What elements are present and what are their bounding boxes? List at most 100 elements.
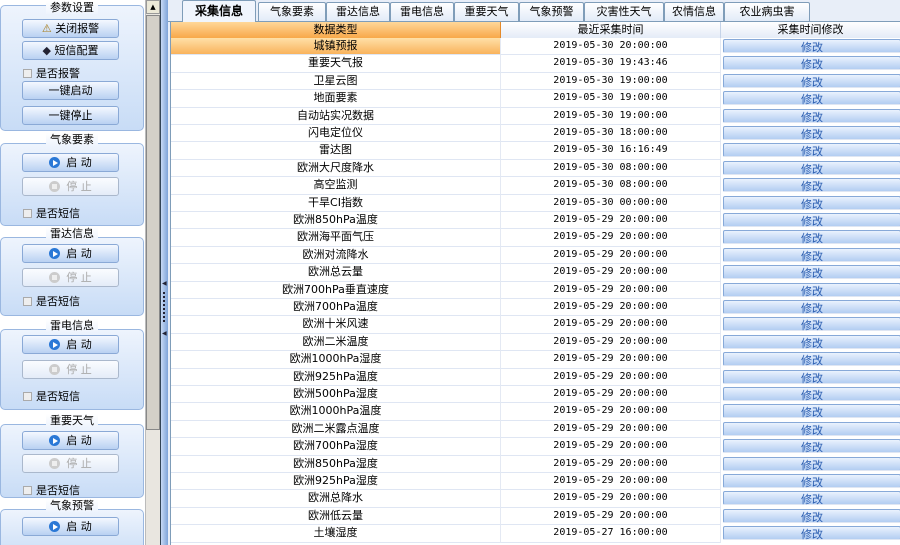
group-title: 气象要素 [0, 131, 144, 147]
modify-button[interactable]: 修改 [723, 421, 900, 437]
modify-button[interactable]: 修改 [723, 56, 900, 71]
modify-button[interactable]: 修改 [723, 195, 900, 211]
data-type-cell: 欧洲低云量 [171, 507, 501, 526]
collapse-arrow-icon[interactable]: ◀ [162, 280, 167, 287]
modify-button[interactable]: 修改 [723, 508, 900, 524]
table-row[interactable]: 高空监测 2019-05-30 08:00:00 修改 [171, 177, 900, 195]
collapse-arrow-icon[interactable]: ◀ [162, 330, 167, 337]
tab-1[interactable]: 气象要素 [258, 2, 326, 21]
table-row[interactable]: 欧洲1000hPa温度 2019-05-29 20:00:00 修改 [171, 403, 900, 421]
modify-button[interactable]: 修改 [723, 73, 900, 89]
stop-button[interactable]: 停 止 [22, 360, 119, 379]
start-button[interactable]: 启 动 [22, 335, 119, 354]
table-row[interactable]: 雷达图 2019-05-30 16:16:49 修改 [171, 142, 900, 160]
table-row[interactable]: 欧洲1000hPa湿度 2019-05-29 20:00:00 修改 [171, 351, 900, 369]
stop-button[interactable]: 停 止 [22, 177, 119, 196]
table-row[interactable]: 欧洲500hPa湿度 2019-05-29 20:00:00 修改 [171, 386, 900, 404]
scrollbar-thumb[interactable] [146, 15, 160, 430]
table-row[interactable]: 欧洲对流降水 2019-05-29 20:00:00 修改 [171, 246, 900, 265]
modify-button[interactable]: 修改 [723, 160, 900, 176]
table-row[interactable]: 城镇预报 2019-05-30 20:00:00 修改 [171, 38, 900, 56]
modify-button[interactable]: 修改 [723, 91, 900, 106]
modify-button[interactable]: 修改 [723, 369, 900, 385]
sms-checkbox[interactable]: 是否短信 [23, 388, 80, 404]
modify-button[interactable]: 修改 [723, 126, 900, 141]
modify-button[interactable]: 修改 [723, 352, 900, 367]
table-row[interactable]: 欧洲二米露点温度 2019-05-29 20:00:00 修改 [171, 420, 900, 439]
last-time-cell: 2019-05-29 20:00:00 [501, 351, 721, 369]
tab-6[interactable]: 灾害性天气 [584, 2, 664, 21]
data-type-cell: 欧洲925hPa湿度 [171, 473, 501, 491]
modify-button[interactable]: 修改 [723, 282, 900, 298]
start-all-button[interactable]: 一键启动 [22, 81, 119, 100]
modify-button[interactable]: 修改 [723, 213, 900, 228]
header-modify[interactable]: 采集时间修改 [721, 22, 900, 38]
modify-button[interactable]: 修改 [723, 178, 900, 193]
start-button[interactable]: 启 动 [22, 244, 119, 263]
header-data-type[interactable]: 数据类型 [171, 22, 501, 38]
modify-button[interactable]: 修改 [723, 439, 900, 454]
start-button[interactable]: 启 动 [22, 431, 119, 450]
table-row[interactable]: 欧洲700hPa湿度 2019-05-29 20:00:00 修改 [171, 438, 900, 456]
tab-7[interactable]: 农情信息 [664, 2, 724, 21]
table-row[interactable]: 欧洲大尺度降水 2019-05-30 08:00:00 修改 [171, 159, 900, 178]
modify-button[interactable]: 修改 [723, 456, 900, 472]
last-time-cell: 2019-05-29 20:00:00 [501, 386, 721, 404]
close-alarm-button[interactable]: ⚠ 关闭报警 [22, 19, 119, 38]
modify-button[interactable]: 修改 [723, 108, 900, 124]
modify-button[interactable]: 修改 [723, 474, 900, 489]
start-button[interactable]: 启 动 [22, 153, 119, 172]
sms-checkbox[interactable]: 是否短信 [23, 293, 80, 309]
table-row[interactable]: 地面要素 2019-05-30 19:00:00 修改 [171, 90, 900, 108]
tab-4[interactable]: 重要天气 [454, 2, 519, 21]
table-row[interactable]: 欧洲总降水 2019-05-29 20:00:00 修改 [171, 490, 900, 508]
table-row[interactable]: 欧洲十米风速 2019-05-29 20:00:00 修改 [171, 316, 900, 334]
table-row[interactable]: 欧洲700hPa垂直速度 2019-05-29 20:00:00 修改 [171, 281, 900, 299]
table-row[interactable]: 干旱CI指数 2019-05-30 00:00:00 修改 [171, 194, 900, 212]
table-row[interactable]: 欧洲850hPa湿度 2019-05-29 20:00:00 修改 [171, 455, 900, 473]
splitter-handle[interactable]: ◀ ◀ [160, 0, 168, 545]
table-row[interactable]: 自动站实况数据 2019-05-30 19:00:00 修改 [171, 107, 900, 125]
table-row[interactable]: 欧洲925hPa温度 2019-05-29 20:00:00 修改 [171, 368, 900, 386]
tab-0[interactable]: 采集信息 [182, 0, 256, 22]
scroll-up-arrow-icon[interactable]: ▲ [146, 0, 160, 14]
start-button[interactable]: 启 动 [22, 517, 119, 536]
stop-all-button[interactable]: 一键停止 [22, 106, 119, 125]
stop-button[interactable]: 停 止 [22, 268, 119, 287]
sms-checkbox[interactable]: 是否短信 [23, 482, 80, 498]
table-row[interactable]: 欧洲低云量 2019-05-29 20:00:00 修改 [171, 507, 900, 526]
table-row[interactable]: 卫星云图 2019-05-30 19:00:00 修改 [171, 72, 900, 91]
sms-checkbox[interactable]: 是否短信 [23, 205, 80, 221]
tab-5[interactable]: 气象预警 [519, 2, 584, 21]
table-row[interactable]: 欧洲850hPa温度 2019-05-29 20:00:00 修改 [171, 212, 900, 230]
table-row[interactable]: 欧洲700hPa温度 2019-05-29 20:00:00 修改 [171, 299, 900, 317]
stop-button[interactable]: 停 止 [22, 454, 119, 473]
table-row[interactable]: 欧洲总云量 2019-05-29 20:00:00 修改 [171, 264, 900, 282]
modify-button[interactable]: 修改 [723, 230, 900, 245]
modify-button[interactable]: 修改 [723, 317, 900, 332]
tab-2[interactable]: 雷达信息 [326, 2, 390, 21]
table-row[interactable]: 闪电定位仪 2019-05-30 18:00:00 修改 [171, 125, 900, 143]
modify-button[interactable]: 修改 [723, 404, 900, 419]
modify-button[interactable]: 修改 [723, 265, 900, 280]
modify-button[interactable]: 修改 [723, 387, 900, 402]
table-row[interactable]: 欧洲二米温度 2019-05-29 20:00:00 修改 [171, 333, 900, 352]
alarm-checkbox[interactable]: 是否报警 [23, 65, 80, 81]
modify-button[interactable]: 修改 [723, 143, 900, 158]
modify-button[interactable]: 修改 [723, 334, 900, 350]
table-row[interactable]: 欧洲海平面气压 2019-05-29 20:00:00 修改 [171, 229, 900, 247]
header-last-time[interactable]: 最近采集时间 [501, 22, 721, 38]
sidebar-scrollbar[interactable]: ▲ [145, 0, 160, 545]
stop-icon [49, 364, 61, 375]
modify-button[interactable]: 修改 [723, 526, 900, 541]
modify-button[interactable]: 修改 [723, 491, 900, 506]
table-row[interactable]: 土壤湿度 2019-05-27 16:00:00 修改 [171, 525, 900, 543]
sms-config-button[interactable]: ◆ 短信配置 [22, 41, 119, 60]
tab-8[interactable]: 农业病虫害 [724, 2, 810, 21]
table-row[interactable]: 重要天气报 2019-05-30 19:43:46 修改 [171, 55, 900, 73]
modify-button[interactable]: 修改 [723, 247, 900, 263]
table-row[interactable]: 欧洲925hPa湿度 2019-05-29 20:00:00 修改 [171, 473, 900, 491]
modify-button[interactable]: 修改 [723, 300, 900, 315]
modify-button[interactable]: 修改 [723, 39, 900, 54]
tab-3[interactable]: 雷电信息 [390, 2, 454, 21]
